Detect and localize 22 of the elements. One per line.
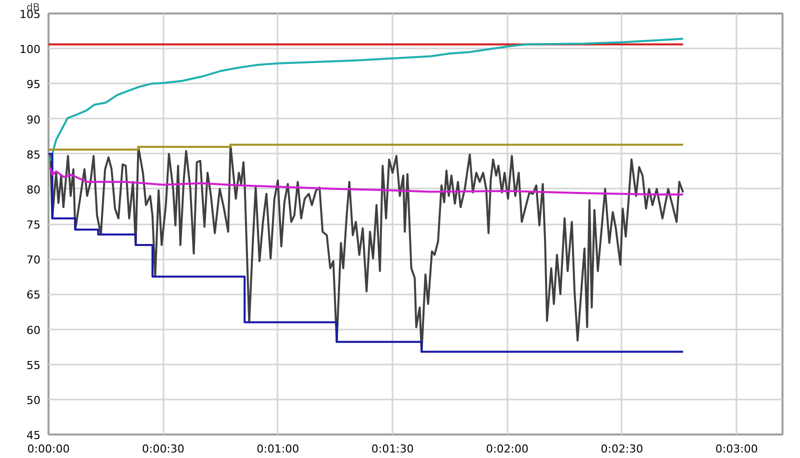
x-tick-label: 0:02:30	[600, 442, 644, 456]
x-tick-label: 0:00:00	[27, 442, 70, 456]
y-tick-label: 70	[26, 254, 41, 267]
y-tick-label: 80	[26, 183, 41, 196]
x-tick-label: 0:00:30	[142, 442, 184, 456]
x-tick-label: 0:02:00	[486, 442, 528, 456]
y-tick-label: 65	[26, 288, 41, 302]
y-tick-label: 60	[26, 324, 41, 337]
y-tick-label: 105	[20, 8, 41, 21]
line-series	[49, 166, 684, 196]
y-tick-label: 85	[26, 148, 41, 162]
y-tick-label: 55	[26, 358, 41, 372]
y-tick-label: 75	[26, 218, 41, 232]
line-series	[49, 38, 684, 162]
y-tick-label: 95	[26, 78, 41, 92]
y-tick-label: 100	[20, 43, 41, 56]
x-tick-label: 0:01:30	[371, 442, 414, 456]
y-tick-label: 50	[26, 394, 41, 407]
x-tick-label: 0:03:00	[715, 442, 758, 456]
y-tick-label: 45	[26, 429, 41, 442]
y-tick-label: 90	[26, 113, 41, 126]
x-tick-label: 0:01:00	[256, 442, 300, 456]
